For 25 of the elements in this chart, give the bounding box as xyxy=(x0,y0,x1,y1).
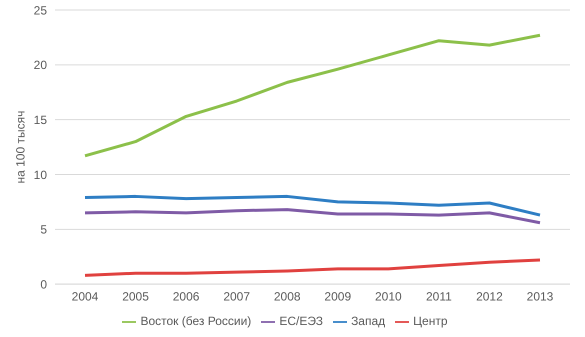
x-tick-label: 2006 xyxy=(172,290,200,304)
line-series xyxy=(84,34,542,158)
x-tick-label: 2012 xyxy=(476,290,504,304)
y-tick-label: 0 xyxy=(40,277,48,292)
line-series xyxy=(84,194,542,217)
x-tick-label: 2007 xyxy=(223,290,250,304)
line-series xyxy=(84,208,542,224)
x-tick-label: 2008 xyxy=(274,290,301,304)
x-tick-label: 2013 xyxy=(526,290,554,304)
y-tick-label: 5 xyxy=(40,222,48,237)
legend-label: Восток (без России) xyxy=(140,314,252,328)
x-tick-label: 2004 xyxy=(72,290,99,304)
x-tick-label: 2011 xyxy=(426,290,452,304)
line-series xyxy=(84,258,542,277)
x-tick-label: 2005 xyxy=(122,290,150,304)
y-tick-label: 10 xyxy=(34,168,48,182)
legend-label: ЕС/ЕЭЗ xyxy=(279,314,324,328)
y-tick-label: 15 xyxy=(34,112,48,127)
legend-label: Запад xyxy=(351,314,386,328)
y-axis-title: на 100 тысяч xyxy=(13,110,28,184)
legend-label: Центр xyxy=(413,314,448,328)
x-tick-label: 2010 xyxy=(374,290,402,304)
y-tick-label: 25 xyxy=(34,3,48,18)
x-tick-label: 2009 xyxy=(324,290,352,304)
y-tick-label: 20 xyxy=(34,58,48,72)
